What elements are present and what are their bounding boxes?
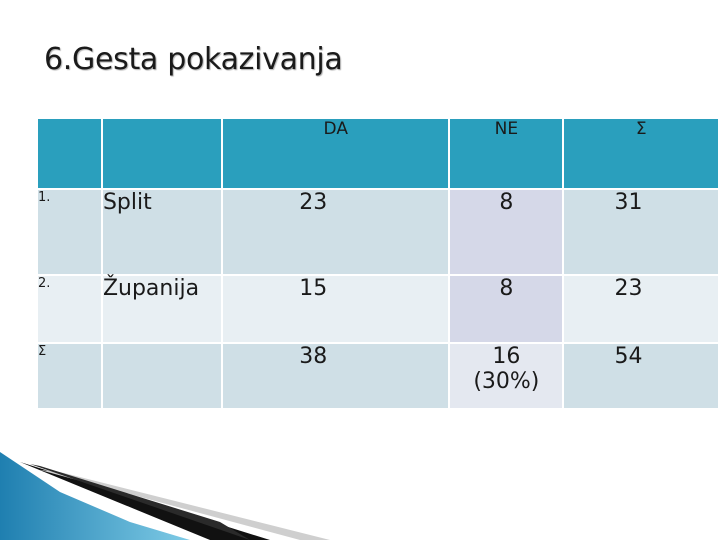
header-cell-num (36, 117, 103, 190)
header-cell-ne: NE (448, 117, 565, 190)
results-table: DA NE Σ 1. Split 23 8 31 2. Županija 15 … (36, 117, 720, 410)
table-row-total: Σ 38 16 (30%) 54 (36, 342, 720, 410)
cell-ne-percent: (30%) (473, 369, 540, 394)
decorative-swoosh (0, 452, 330, 540)
cell-sum: 54 (562, 342, 720, 410)
slide-title: 6.Gesta pokazivanja (44, 42, 343, 77)
cell-ne: 8 (448, 188, 565, 276)
header-cell-name (100, 117, 224, 190)
row-label: Split (100, 188, 224, 276)
header-cell-sum: Σ (562, 117, 720, 190)
cell-da: 38 (221, 342, 451, 410)
cell-ne-count: 16 (492, 344, 521, 369)
cell-ne: 8 (448, 274, 565, 344)
table-header-row: DA NE Σ (36, 117, 720, 190)
table-row: 2. Županija 15 8 23 (36, 274, 720, 344)
table-row: 1. Split 23 8 31 (36, 188, 720, 276)
row-number: 2. (36, 274, 103, 344)
cell-da: 23 (221, 188, 451, 276)
row-number: 1. (36, 188, 103, 276)
row-number: Σ (36, 342, 103, 410)
cell-ne: 16 (30%) (448, 342, 565, 410)
header-cell-da: DA (221, 117, 451, 190)
row-label: Županija (100, 274, 224, 344)
cell-sum: 31 (562, 188, 720, 276)
row-label (100, 342, 224, 410)
cell-sum: 23 (562, 274, 720, 344)
cell-da: 15 (221, 274, 451, 344)
